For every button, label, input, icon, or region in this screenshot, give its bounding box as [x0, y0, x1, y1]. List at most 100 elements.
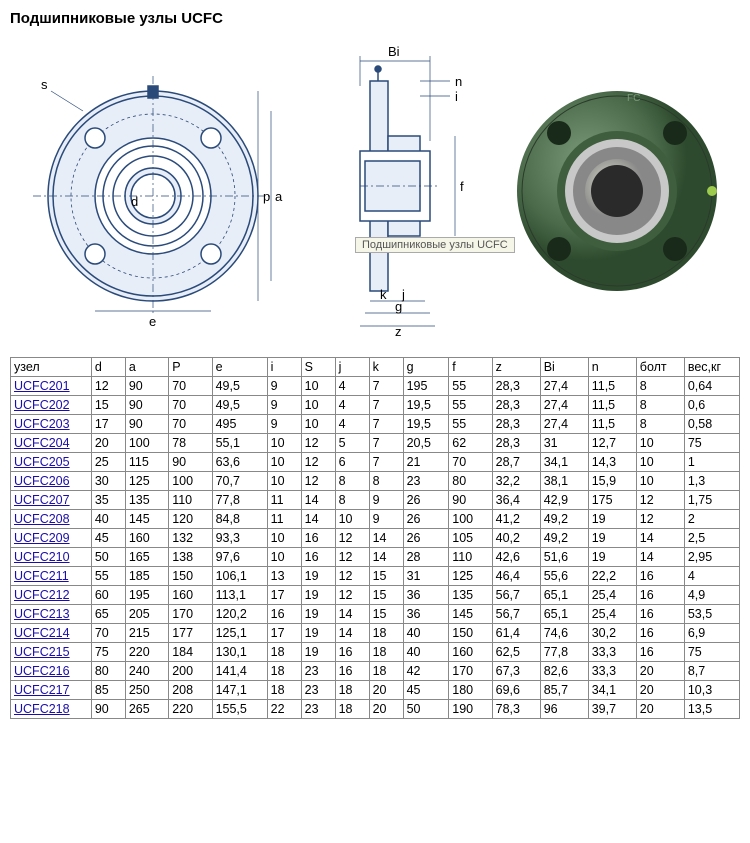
table-cell: 6,9: [684, 624, 739, 643]
table-cell: 0,6: [684, 396, 739, 415]
table-cell: 180: [449, 681, 492, 700]
model-link-cell[interactable]: UCFC210: [11, 548, 92, 567]
table-cell: 4: [335, 396, 369, 415]
table-cell: 19: [301, 586, 335, 605]
table-cell: 15,9: [588, 472, 636, 491]
table-cell: 13,5: [684, 700, 739, 719]
table-cell: 30,2: [588, 624, 636, 643]
table-row: UCFC20112907049,5910471955528,327,411,58…: [11, 377, 740, 396]
table-header-cell: i: [267, 358, 301, 377]
table-row: UCFC21155185150106,1131912153112546,455,…: [11, 567, 740, 586]
table-cell: 8,7: [684, 662, 739, 681]
table-cell: 2,95: [684, 548, 739, 567]
model-link[interactable]: UCFC210: [14, 550, 70, 564]
model-link[interactable]: UCFC206: [14, 474, 70, 488]
model-link-cell[interactable]: UCFC214: [11, 624, 92, 643]
model-link-cell[interactable]: UCFC215: [11, 643, 92, 662]
model-link[interactable]: UCFC209: [14, 531, 70, 545]
table-cell: 9: [369, 510, 403, 529]
table-cell: 25: [91, 453, 125, 472]
model-link-cell[interactable]: UCFC211: [11, 567, 92, 586]
table-cell: 20: [91, 434, 125, 453]
model-link[interactable]: UCFC204: [14, 436, 70, 450]
model-link[interactable]: UCFC212: [14, 588, 70, 602]
model-link-cell[interactable]: UCFC212: [11, 586, 92, 605]
table-cell: 75: [91, 643, 125, 662]
model-link-cell[interactable]: UCFC204: [11, 434, 92, 453]
table-cell: 50: [403, 700, 449, 719]
model-link-cell[interactable]: UCFC209: [11, 529, 92, 548]
model-link-cell[interactable]: UCFC213: [11, 605, 92, 624]
model-link[interactable]: UCFC215: [14, 645, 70, 659]
model-link[interactable]: UCFC201: [14, 379, 70, 393]
table-cell: 70: [449, 453, 492, 472]
table-cell: 7: [369, 396, 403, 415]
table-cell: 12: [636, 510, 684, 529]
table-cell: 25,4: [588, 586, 636, 605]
table-cell: 55: [91, 567, 125, 586]
table-cell: 11,5: [588, 415, 636, 434]
model-link[interactable]: UCFC208: [14, 512, 70, 526]
table-cell: 56,7: [492, 605, 540, 624]
model-link-cell[interactable]: UCFC207: [11, 491, 92, 510]
table-cell: 208: [169, 681, 212, 700]
model-link[interactable]: UCFC213: [14, 607, 70, 621]
table-cell: 10: [267, 529, 301, 548]
model-link[interactable]: UCFC202: [14, 398, 70, 412]
table-cell: 62: [449, 434, 492, 453]
table-cell: 55: [449, 377, 492, 396]
model-link-cell[interactable]: UCFC205: [11, 453, 92, 472]
table-row: UCFC2073513511077,8111489269036,442,9175…: [11, 491, 740, 510]
table-cell: 18: [267, 662, 301, 681]
model-link-cell[interactable]: UCFC208: [11, 510, 92, 529]
table-cell: 40,2: [492, 529, 540, 548]
model-link-cell[interactable]: UCFC203: [11, 415, 92, 434]
model-link-cell[interactable]: UCFC216: [11, 662, 92, 681]
model-link[interactable]: UCFC216: [14, 664, 70, 678]
model-link-cell[interactable]: UCFC217: [11, 681, 92, 700]
model-link-cell[interactable]: UCFC218: [11, 700, 92, 719]
table-cell: 50: [91, 548, 125, 567]
table-cell: 10: [636, 453, 684, 472]
table-row: UCFC204201007855,110125720,56228,33112,7…: [11, 434, 740, 453]
table-cell: 49,5: [212, 396, 267, 415]
table-cell: 60: [91, 586, 125, 605]
model-link[interactable]: UCFC203: [14, 417, 70, 431]
model-link[interactable]: UCFC218: [14, 702, 70, 716]
model-link[interactable]: UCFC207: [14, 493, 70, 507]
table-cell: 14: [301, 491, 335, 510]
table-cell: 20: [636, 700, 684, 719]
table-header-cell: g: [403, 358, 449, 377]
label-i: i: [455, 89, 458, 104]
table-cell: 17: [91, 415, 125, 434]
model-link[interactable]: UCFC205: [14, 455, 70, 469]
model-link[interactable]: UCFC214: [14, 626, 70, 640]
table-cell: 36,4: [492, 491, 540, 510]
table-cell: 70: [169, 415, 212, 434]
table-cell: 18: [335, 681, 369, 700]
table-cell: 220: [125, 643, 168, 662]
table-cell: 495: [212, 415, 267, 434]
model-link-cell[interactable]: UCFC202: [11, 396, 92, 415]
table-row: UCFC21365205170120,2161914153614556,765,…: [11, 605, 740, 624]
table-cell: 177: [169, 624, 212, 643]
table-cell: 28,3: [492, 415, 540, 434]
table-cell: 14: [301, 510, 335, 529]
table-header-cell: болт: [636, 358, 684, 377]
model-link-cell[interactable]: UCFC201: [11, 377, 92, 396]
model-link[interactable]: UCFC211: [14, 569, 69, 583]
table-cell: 2,5: [684, 529, 739, 548]
table-cell: 49,5: [212, 377, 267, 396]
table-cell: 10: [267, 472, 301, 491]
model-link[interactable]: UCFC217: [14, 683, 70, 697]
table-cell: 18: [369, 624, 403, 643]
table-cell: 9: [369, 491, 403, 510]
table-cell: 145: [125, 510, 168, 529]
model-link-cell[interactable]: UCFC206: [11, 472, 92, 491]
table-cell: 113,1: [212, 586, 267, 605]
table-cell: 19: [588, 548, 636, 567]
table-cell: 70: [91, 624, 125, 643]
table-cell: 63,6: [212, 453, 267, 472]
table-cell: 20: [369, 700, 403, 719]
table-cell: 8: [636, 396, 684, 415]
